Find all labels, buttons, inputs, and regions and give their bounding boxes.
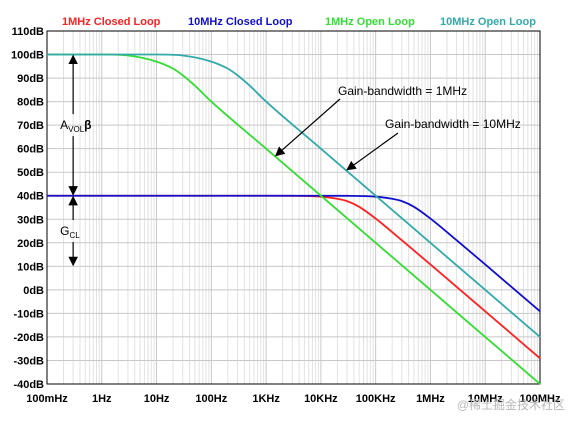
y-tick-label: -40dB <box>13 379 44 391</box>
y-tick-label: 10dB <box>17 261 44 273</box>
plot-frame <box>46 30 541 385</box>
y-tick-label: 0dB <box>23 285 44 297</box>
x-tick-label: 1KHz <box>252 393 280 405</box>
watermark: @稀土掘金技术社区 <box>457 397 565 412</box>
y-tick-label: -20dB <box>13 332 44 344</box>
y-tick-label: 60dB <box>17 144 44 156</box>
x-tick-label: 1MHz <box>416 393 445 405</box>
y-tick-label: 30dB <box>17 214 44 226</box>
x-axis: 100mHz 1Hz 10Hz 100Hz 1KHz 10KHz 100KHz 1MHz 10M… <box>26 393 561 405</box>
x-tick-label: 100Hz <box>195 393 227 405</box>
series-line-4 <box>47 53 541 338</box>
annotation-text: Gain-bandwidth = 10MHz <box>385 117 521 131</box>
legend-entry: 10MHz Closed Loop <box>188 16 293 28</box>
x-tick-label: 10MHz <box>468 393 503 405</box>
x-tick-label: 100KHz <box>356 393 396 405</box>
legend-entry: 1MHz Open Loop <box>325 16 415 28</box>
series-line-3 <box>47 53 541 385</box>
range-markers: AVOLβ GCL <box>60 54 91 267</box>
x-tick-label: 1Hz <box>92 393 112 405</box>
grid <box>46 30 540 385</box>
annotation-arrow <box>275 98 341 157</box>
y-tick-label: 90dB <box>17 73 44 85</box>
legend: 1MHz Closed Loop 10MHz Closed Loop 1MHz Op… <box>62 16 536 28</box>
x-tick-label: 10KHz <box>304 393 338 405</box>
y-tick-label: 40dB <box>17 191 44 203</box>
range-label: GCL <box>60 224 80 240</box>
series-lines <box>46 53 541 385</box>
annotation-text: Gain-bandwidth = 1MHz <box>338 84 467 98</box>
range-label: AVOLβ <box>60 118 91 134</box>
x-tick-label: 10Hz <box>144 393 170 405</box>
y-tick-label: 50dB <box>17 167 44 179</box>
annotations: Gain-bandwidth = 1MHz Gain-bandwidth = 10… <box>275 84 521 171</box>
series-line-1 <box>46 194 541 360</box>
y-tick-label: 110dB <box>12 26 44 38</box>
y-tick-label: 70dB <box>17 120 44 132</box>
y-tick-label: -10dB <box>13 308 44 320</box>
y-tick-label: -30dB <box>13 355 44 367</box>
y-tick-label: 100dB <box>11 50 44 62</box>
x-tick-label: 100mHz <box>26 393 68 405</box>
x-tick-label: 100MHz <box>520 393 561 405</box>
legend-entry: 1MHz Closed Loop <box>62 16 161 28</box>
legend-entry: 10MHz Open Loop <box>440 16 536 28</box>
y-axis: 110dB 100dB 90dB 80dB 70dB 60dB 50dB 40dB 30dB 20… <box>11 26 44 391</box>
annotation-arrow <box>346 132 399 171</box>
y-tick-label: 80dB <box>17 97 44 109</box>
y-tick-label: 20dB <box>17 238 44 250</box>
